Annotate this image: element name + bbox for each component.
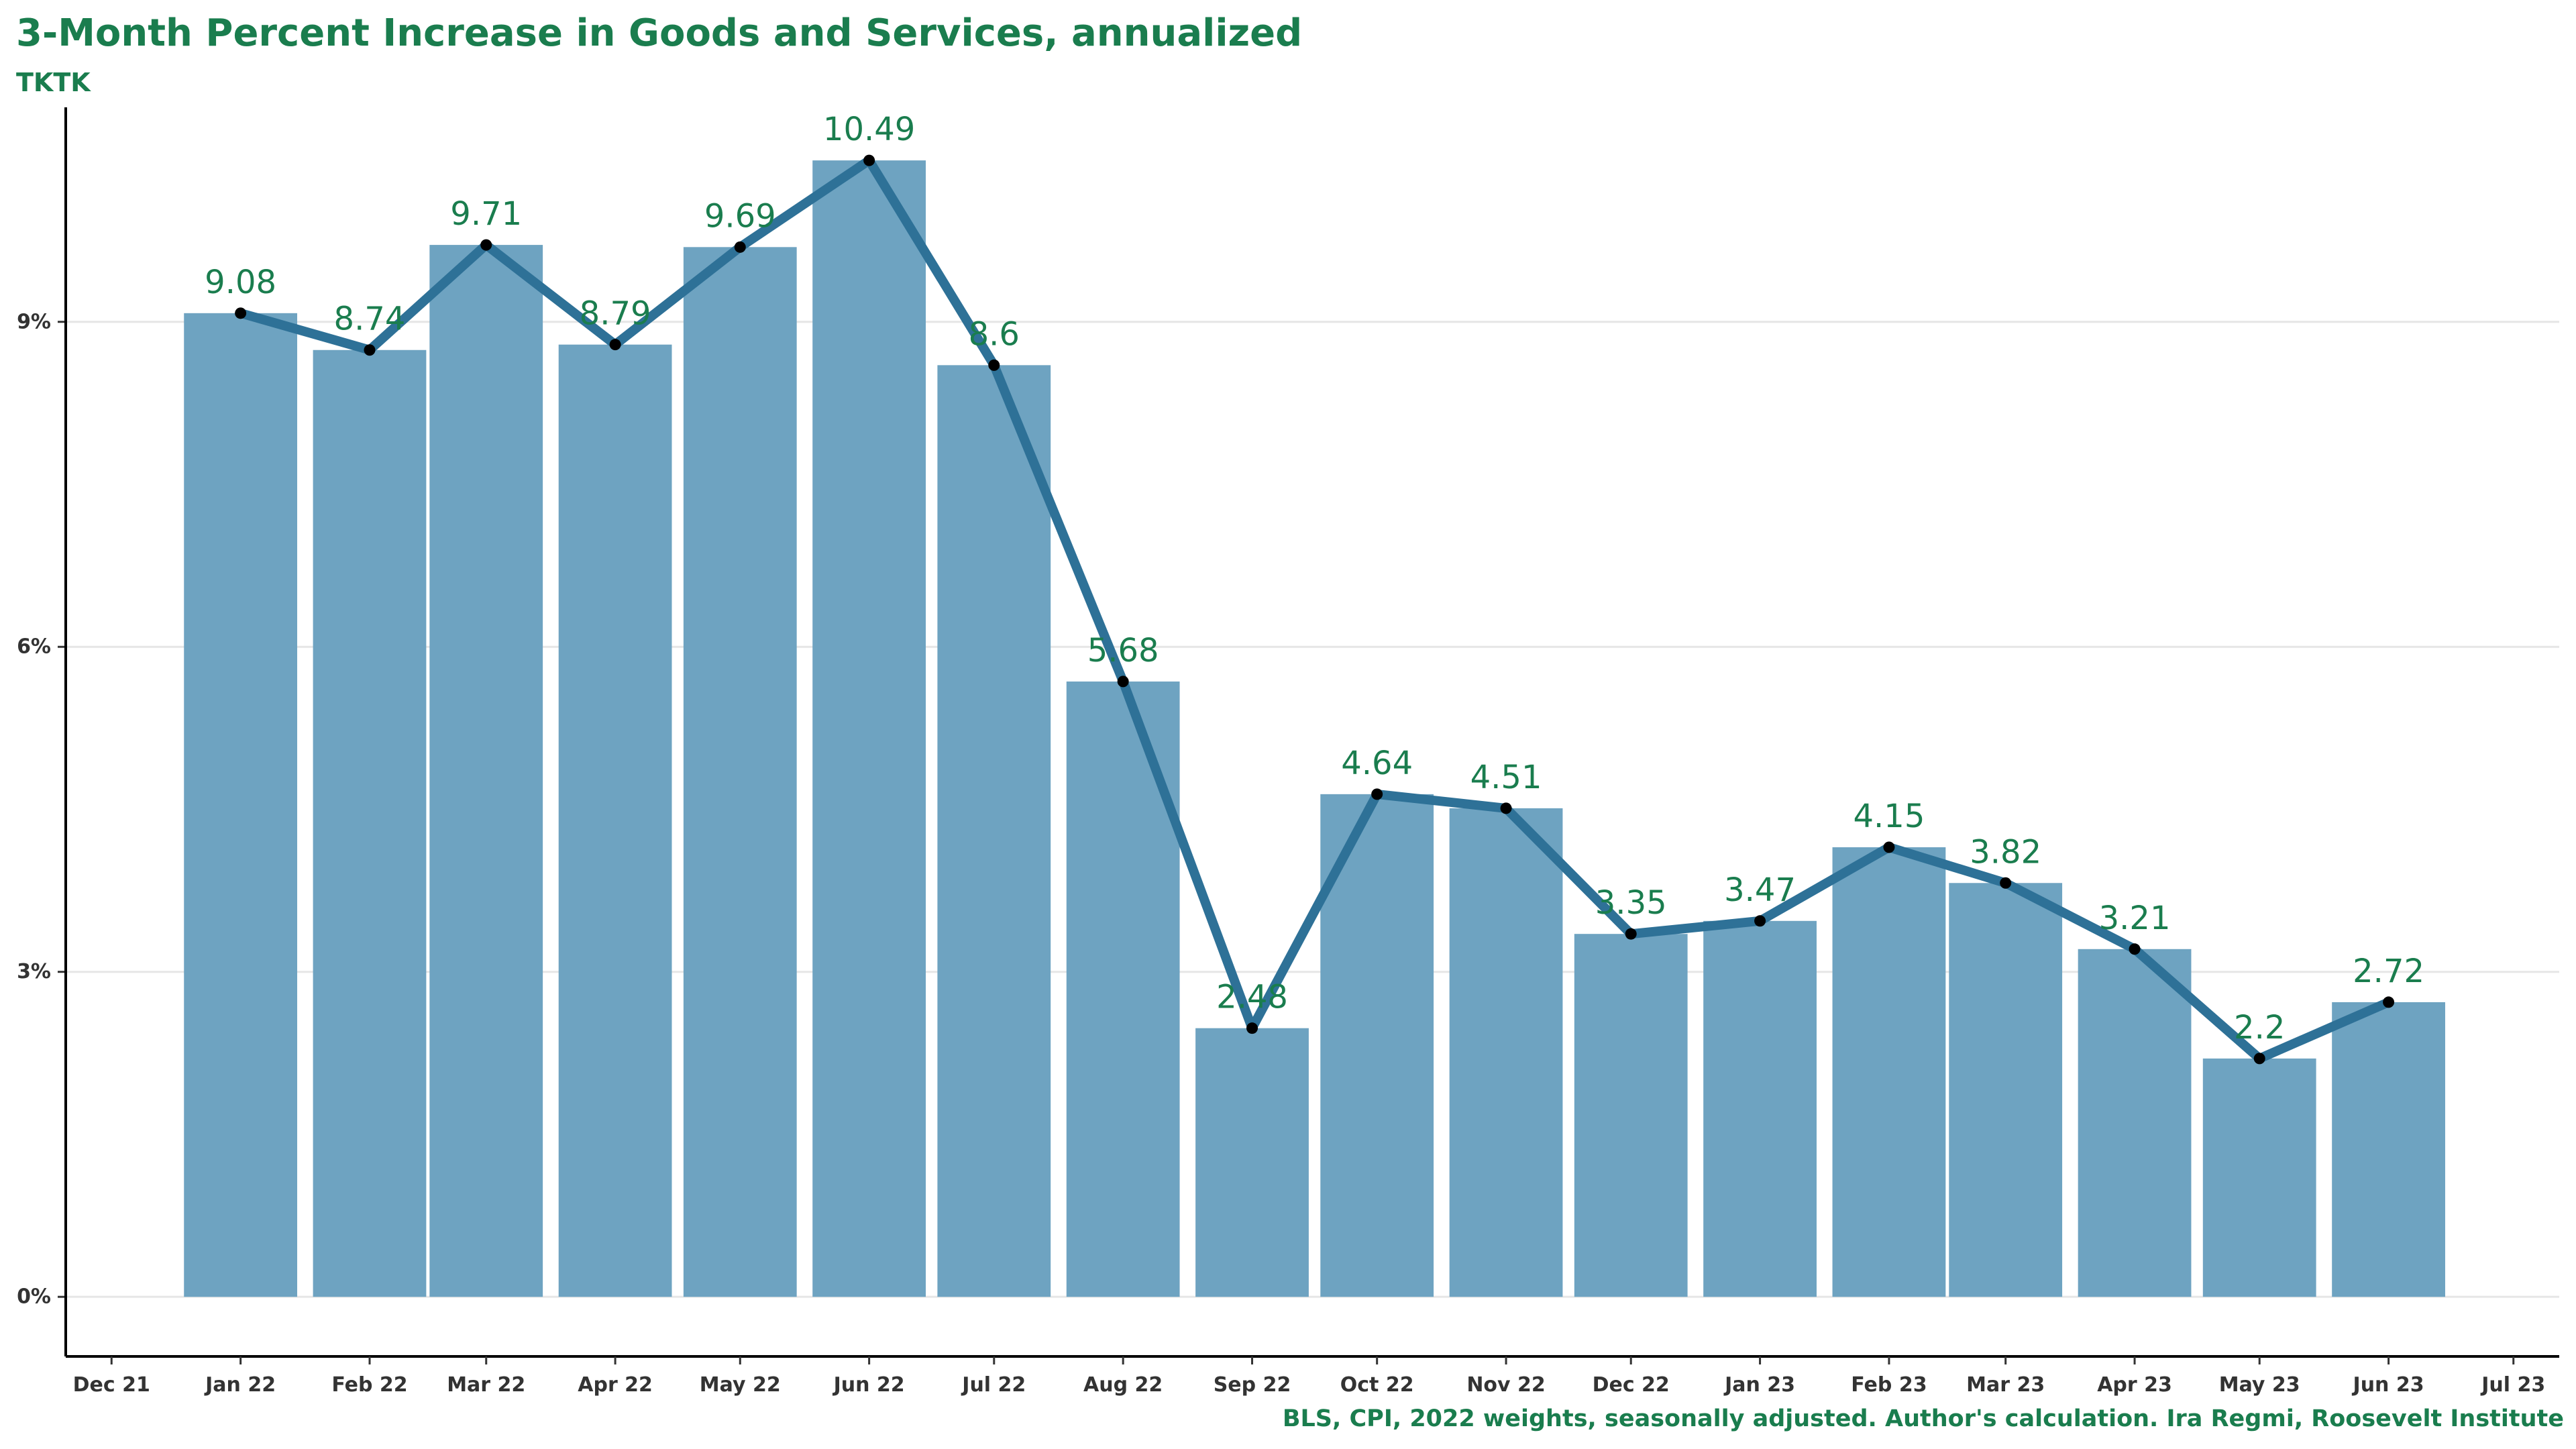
data-point xyxy=(2129,943,2141,955)
x-tick-label: Jun 22 xyxy=(833,1373,905,1397)
x-tick-label: Sep 22 xyxy=(1214,1373,1291,1397)
trend-line-layer xyxy=(235,156,2394,1063)
bar xyxy=(2332,1002,2445,1297)
data-label: 9.69 xyxy=(704,197,776,235)
data-label: 9.71 xyxy=(450,195,522,233)
data-point xyxy=(480,239,492,251)
data-label: 10.49 xyxy=(823,111,915,148)
bar xyxy=(1195,1028,1309,1297)
data-point xyxy=(1625,928,1637,940)
data-point xyxy=(1371,788,1383,800)
x-tick-label: Jan 23 xyxy=(1723,1373,1795,1397)
x-tick-label: Mar 23 xyxy=(1966,1373,2045,1397)
data-point xyxy=(2000,877,2012,889)
bar xyxy=(1066,681,1180,1297)
x-tick-label: Jun 23 xyxy=(2352,1373,2424,1397)
bar xyxy=(1320,794,1434,1297)
data-label: 2.72 xyxy=(2353,953,2424,990)
data-point xyxy=(734,241,746,253)
y-tick-label: 3% xyxy=(17,960,51,983)
bar xyxy=(1574,934,1688,1297)
data-label: 9.08 xyxy=(205,264,276,301)
x-tick-label: Feb 22 xyxy=(331,1373,407,1397)
x-tick-label: Mar 22 xyxy=(447,1373,525,1397)
data-label: 2.2 xyxy=(2234,1009,2285,1046)
axes: 0% 3% 6% 9% Dec 21 Jan 22 Feb 22 Mar 22 Apr 22 Ma… xyxy=(17,107,2559,1397)
x-tick-label: Apr 23 xyxy=(2097,1373,2172,1397)
x-tick-label: Jul 22 xyxy=(961,1373,1026,1397)
bar xyxy=(313,350,427,1297)
x-tick-label: Feb 23 xyxy=(1851,1373,1927,1397)
data-labels: 9.08 8.74 9.71 8.79 9.69 10.49 8.6 5.68 2.48 4.64… xyxy=(205,111,2424,1046)
data-point xyxy=(1117,676,1129,688)
bar xyxy=(2078,949,2192,1297)
x-tick-label: Dec 22 xyxy=(1593,1373,1670,1397)
x-tick-label: Nov 22 xyxy=(1466,1373,1545,1397)
y-tick-label: 0% xyxy=(17,1285,51,1309)
data-point xyxy=(609,339,621,351)
bar xyxy=(1832,847,1946,1297)
data-point xyxy=(1883,841,1895,853)
x-tick-label: Jan 22 xyxy=(204,1373,276,1397)
x-tick-label: Aug 22 xyxy=(1083,1373,1163,1397)
trend-line xyxy=(235,156,2394,1063)
points xyxy=(235,154,2395,1065)
data-label: 8.6 xyxy=(969,315,1020,353)
data-point xyxy=(235,307,247,319)
data-label: 3.47 xyxy=(1724,871,1796,909)
data-point xyxy=(2383,996,2395,1008)
bar xyxy=(1449,808,1563,1297)
x-tick-label: May 23 xyxy=(2219,1373,2300,1397)
data-point xyxy=(863,154,875,166)
data-point xyxy=(1754,915,1766,927)
data-label: 3.35 xyxy=(1595,884,1667,922)
chart-caption: BLS, CPI, 2022 weights, seasonally adjus… xyxy=(1282,1405,2564,1432)
chart-subtitle: TKTK xyxy=(16,68,91,97)
bar xyxy=(1949,883,2063,1297)
data-label: 5.68 xyxy=(1087,632,1159,669)
y-tick-label: 9% xyxy=(17,310,51,333)
x-tick-label: Jul 23 xyxy=(2480,1373,2545,1397)
data-point xyxy=(2253,1053,2265,1065)
data-label: 4.51 xyxy=(1470,759,1542,796)
bar xyxy=(1703,920,1817,1297)
bar xyxy=(683,247,797,1297)
x-tick-label: Dec 21 xyxy=(73,1373,150,1397)
data-label: 4.64 xyxy=(1341,745,1413,782)
bar xyxy=(937,365,1051,1297)
bar xyxy=(812,160,926,1297)
chart-title: 3-Month Percent Increase in Goods and Se… xyxy=(16,11,1303,55)
data-label: 8.74 xyxy=(334,301,406,338)
data-label: 4.15 xyxy=(1854,798,1925,835)
data-point xyxy=(364,344,376,356)
data-point xyxy=(1246,1022,1258,1034)
bar xyxy=(558,344,672,1297)
bar xyxy=(2202,1058,2316,1297)
data-label: 2.48 xyxy=(1216,979,1288,1016)
data-point xyxy=(988,359,1000,371)
bar xyxy=(429,245,543,1297)
data-label: 8.79 xyxy=(580,295,651,333)
bar xyxy=(184,313,298,1297)
data-label: 3.21 xyxy=(2099,900,2171,937)
x-tick-label: Apr 22 xyxy=(578,1373,653,1397)
data-point xyxy=(1500,802,1512,814)
x-tick-label: May 22 xyxy=(700,1373,781,1397)
x-tick-label: Oct 22 xyxy=(1340,1373,1414,1397)
data-label: 3.82 xyxy=(1970,833,2041,871)
bars xyxy=(184,160,2445,1297)
y-tick-label: 6% xyxy=(17,635,51,659)
